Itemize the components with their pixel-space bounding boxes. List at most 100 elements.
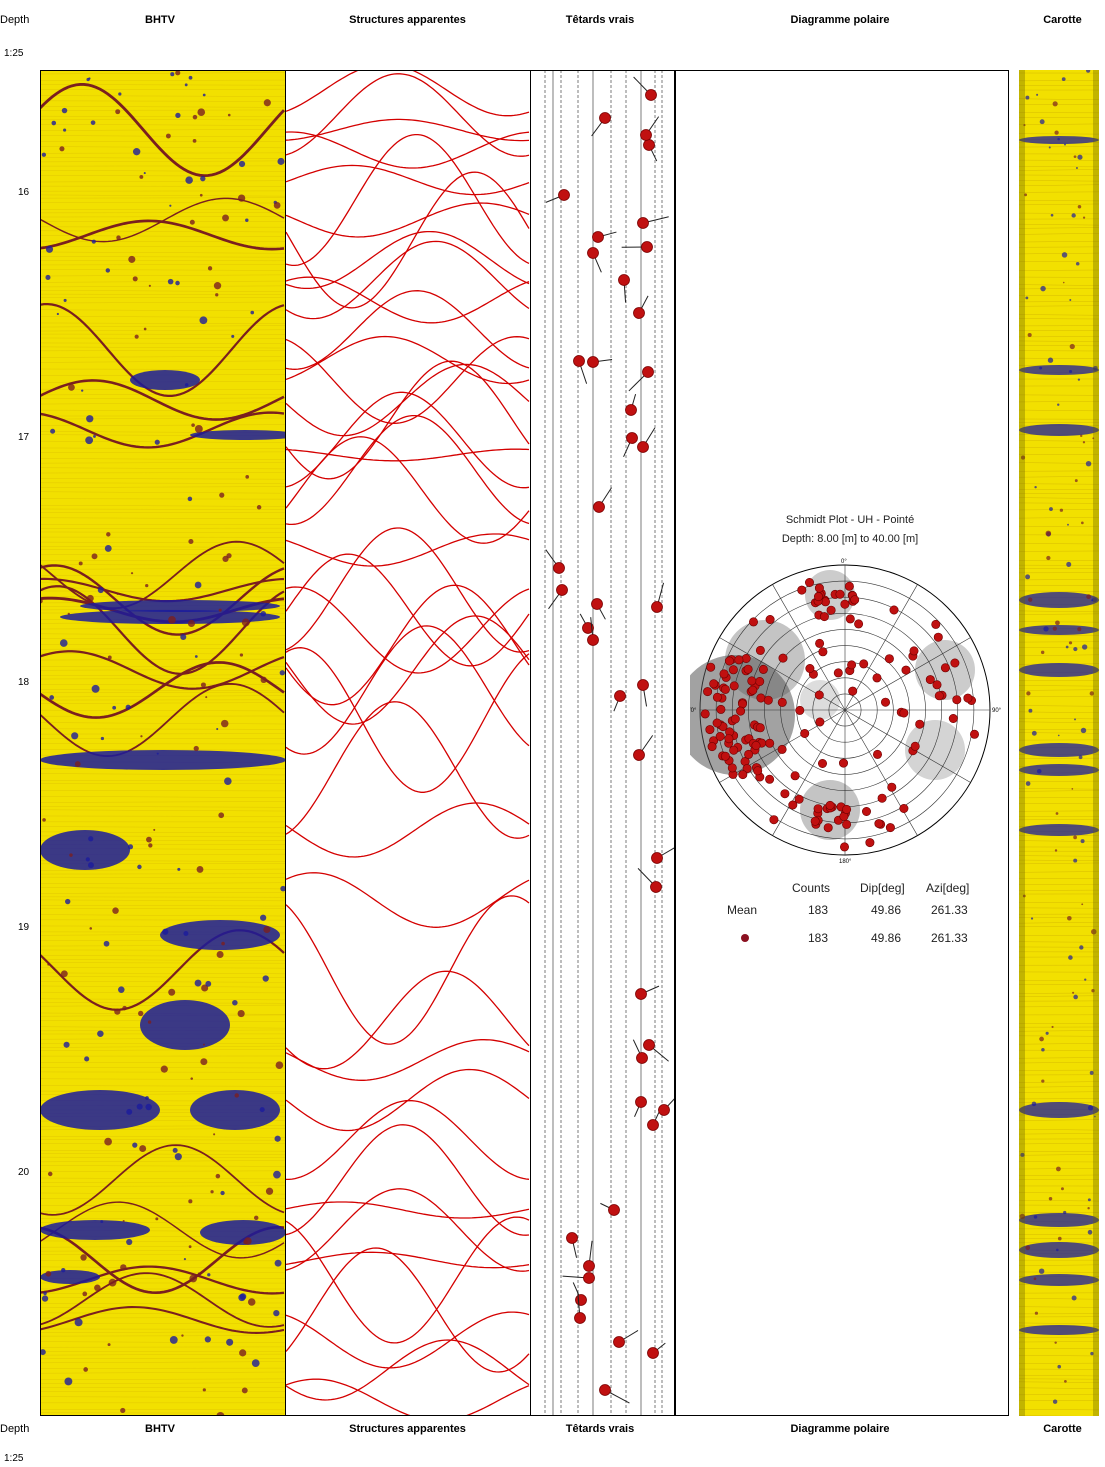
pole-point xyxy=(712,692,722,702)
tadpole-head xyxy=(647,1119,659,1131)
vug-patch xyxy=(160,920,280,950)
sinusoid-trace xyxy=(286,1188,530,1272)
tadpole-head xyxy=(608,1204,620,1216)
tadpole-head xyxy=(635,1096,647,1108)
pole-point xyxy=(765,774,775,784)
stats-counts-value: 183 xyxy=(808,903,829,917)
core-fracture-band xyxy=(1019,743,1099,757)
tadpole-head xyxy=(587,634,599,646)
pole-point xyxy=(715,732,725,742)
fracture-trace xyxy=(40,585,285,675)
pole-point xyxy=(727,763,737,773)
fracture-trace xyxy=(40,379,285,421)
pole-point xyxy=(948,714,958,724)
stats-dip-value: 49.86 xyxy=(871,931,902,945)
pole-point xyxy=(872,673,882,683)
pole-point xyxy=(743,664,753,674)
stats-counts-value: 183 xyxy=(808,931,829,945)
density-contour xyxy=(725,620,805,700)
core-fracture-band xyxy=(1019,764,1099,776)
diagramme-header-bottom: Diagramme polaire xyxy=(790,1423,890,1435)
pole-point xyxy=(873,749,883,759)
pole-point xyxy=(707,742,717,752)
log-frame xyxy=(40,70,675,1416)
pole-point xyxy=(934,691,944,701)
tadpole-legend-marker xyxy=(741,934,749,942)
pole-point xyxy=(720,684,730,694)
pole-point xyxy=(814,690,824,700)
tadpole-head xyxy=(583,1260,595,1272)
depth-tick: 17 xyxy=(18,432,30,443)
fracture-trace xyxy=(40,1272,285,1328)
sinusoid-trace xyxy=(286,131,530,169)
tadpole-head xyxy=(625,404,637,416)
stereonet-title: Schmidt Plot - UH - Pointé xyxy=(785,514,915,526)
pole-point xyxy=(933,632,943,642)
sinusoid-trace xyxy=(286,363,530,437)
pole-point xyxy=(814,592,824,602)
pole-point xyxy=(751,741,761,751)
tadpole-head xyxy=(637,217,649,229)
sinusoid-trace xyxy=(286,701,530,839)
depth-tick: 16 xyxy=(18,187,30,198)
fracture-trace xyxy=(40,411,285,449)
pole-point xyxy=(755,645,765,655)
depth-tick: 18 xyxy=(18,677,30,688)
fracture-trace xyxy=(40,302,285,398)
sinusoid-trace xyxy=(286,276,530,324)
pole-point xyxy=(720,751,730,761)
fracture-trace xyxy=(40,219,285,251)
sinusoid-trace xyxy=(286,436,530,544)
pole-point xyxy=(724,656,734,666)
tadpole-head xyxy=(641,241,653,253)
sinusoid-trace xyxy=(286,164,530,196)
pole-point xyxy=(840,842,850,852)
fracture-trace xyxy=(40,564,285,636)
tadpole-head xyxy=(582,622,594,634)
structures-sinusoid-track xyxy=(286,70,531,1416)
sinusoid-trace xyxy=(286,533,530,567)
pole-point xyxy=(874,819,884,829)
pole-point xyxy=(885,823,895,833)
tadpole-head xyxy=(645,89,657,101)
pole-point xyxy=(940,663,950,673)
pole-point xyxy=(730,714,740,724)
vug-patch xyxy=(40,1270,100,1284)
pole-point xyxy=(819,612,829,622)
azimuth-line xyxy=(844,584,918,711)
east-label: 90° xyxy=(992,708,1002,714)
tadpole-head xyxy=(574,1312,586,1324)
depth-header: Depth xyxy=(0,14,30,26)
pole-point xyxy=(729,745,739,755)
sinusoid-trace xyxy=(286,70,530,117)
sinusoid-trace xyxy=(286,872,530,928)
pole-point xyxy=(887,782,897,792)
pole-point xyxy=(728,665,738,675)
pole-point xyxy=(845,614,855,624)
pole-point xyxy=(814,583,824,593)
pole-point xyxy=(729,681,739,691)
sinusoid-trace xyxy=(286,895,530,1045)
tadpole-head xyxy=(633,307,645,319)
tetards-header-bottom: Têtards vrais xyxy=(565,1423,635,1435)
pole-point xyxy=(848,686,858,696)
stats-header-counts: Counts xyxy=(792,881,831,895)
pole-point xyxy=(915,719,925,729)
tadpole-head xyxy=(614,690,626,702)
vug-patch xyxy=(130,370,200,390)
tadpole-head xyxy=(587,247,599,259)
depth-tick: 19 xyxy=(18,922,30,933)
tadpole-head xyxy=(636,1052,648,1064)
pole-point xyxy=(969,729,979,739)
pole-point xyxy=(823,823,833,833)
pole-point xyxy=(777,744,787,754)
sinusoid-trace xyxy=(286,118,530,142)
fracture-trace xyxy=(40,661,285,719)
depth-header-bottom: Depth xyxy=(0,1423,30,1435)
south-label: 180° xyxy=(839,859,852,865)
pole-point xyxy=(839,758,849,768)
tetards-header: Têtards vrais xyxy=(565,14,635,26)
pole-point xyxy=(818,759,828,769)
pole-point xyxy=(813,804,823,814)
tadpole-head xyxy=(613,1336,625,1348)
